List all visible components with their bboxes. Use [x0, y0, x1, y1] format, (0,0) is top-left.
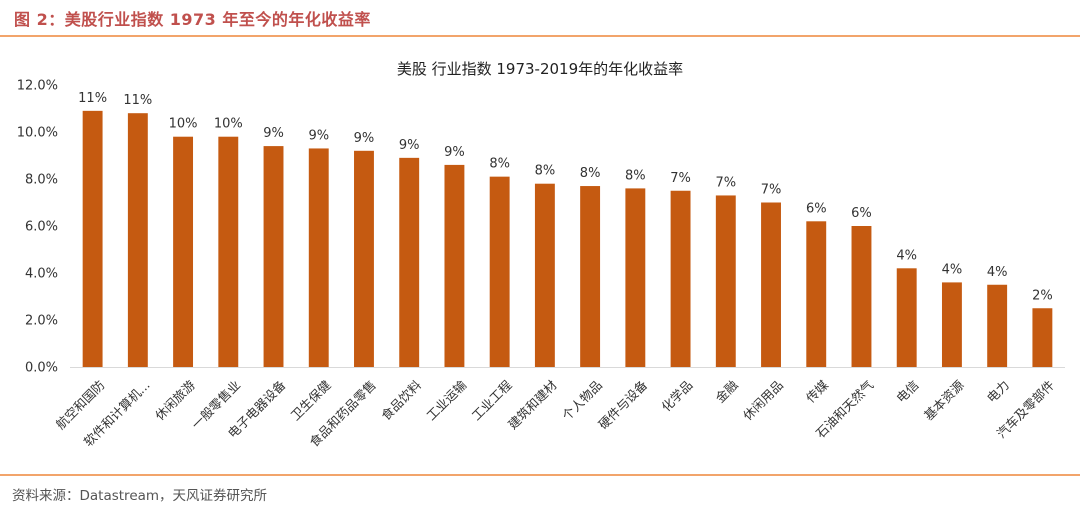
bar — [534, 183, 555, 367]
bar — [354, 150, 374, 367]
bar — [308, 148, 329, 367]
data-label: 4% — [987, 265, 1008, 280]
y-tick-label: 8.0% — [25, 173, 58, 188]
y-tick-label: 10.0% — [17, 126, 58, 141]
x-tick-label: 食品饮料 — [378, 377, 424, 423]
bar — [851, 226, 872, 367]
bar — [1032, 308, 1053, 367]
data-labels: 11% 11% 10% 10% 9% 9% 9% 9% 9% 8% 8% 8% 8% 7% 7% 7% 6% 6%… — [78, 91, 1053, 303]
data-label: 10% — [169, 117, 198, 132]
x-tick-label: 个人物品 — [559, 377, 605, 423]
bar-chart: 美股 行业指数 1973-2019年的年化收益率 0.0% 2.0% 4.0% 6.0… — [17, 60, 1065, 450]
data-label: 9% — [399, 138, 420, 153]
data-label: 9% — [354, 131, 375, 146]
data-label: 7% — [761, 183, 782, 198]
bar — [715, 195, 736, 367]
x-tick-label: 硬件与设备 — [595, 377, 650, 432]
x-tick-label: 金融 — [712, 377, 741, 406]
x-tick-label: 电力 — [984, 377, 1012, 405]
data-label: 9% — [444, 145, 465, 160]
figure-title: 图 2：美股行业指数 1973 年至今的年化收益率 — [14, 10, 371, 29]
bar — [896, 268, 917, 367]
y-tick-label: 6.0% — [25, 220, 58, 235]
x-tick-label: 卫生保健 — [288, 377, 334, 423]
x-tick-label: 休闲用品 — [740, 377, 786, 423]
source-note: 资料来源：Datastream，天风证券研究所 — [12, 488, 268, 504]
x-tick-label: 休闲旅游 — [152, 377, 198, 423]
x-tick-label: 工业工程 — [469, 377, 515, 423]
y-axis: 0.0% 2.0% 4.0% 6.0% 8.0% 10.0% 12.0% — [17, 79, 58, 376]
y-tick-label: 12.0% — [17, 79, 58, 94]
data-label: 2% — [1032, 288, 1053, 303]
bar — [173, 136, 194, 367]
data-label: 8% — [535, 164, 556, 179]
data-label: 8% — [489, 157, 510, 172]
data-label: 11% — [123, 93, 152, 108]
bar — [399, 157, 420, 367]
x-tick-label: 传媒 — [803, 377, 832, 406]
x-tick-label: 化学品 — [658, 377, 695, 414]
bar — [987, 284, 1008, 367]
bar — [806, 221, 827, 367]
data-label: 7% — [715, 175, 736, 190]
y-tick-label: 0.0% — [25, 361, 58, 376]
data-label: 10% — [214, 117, 243, 132]
x-tick-label: 基本资源 — [921, 377, 967, 423]
y-tick-label: 4.0% — [25, 267, 58, 282]
bar — [489, 176, 510, 367]
bar — [761, 202, 781, 367]
y-tick-label: 2.0% — [25, 314, 58, 329]
chart-title: 美股 行业指数 1973-2019年的年化收益率 — [397, 60, 683, 78]
x-tick-label: 工业运输 — [423, 377, 469, 423]
data-label: 9% — [308, 128, 329, 143]
data-label: 4% — [942, 262, 963, 277]
data-label: 6% — [851, 206, 872, 221]
x-tick-label: 电信 — [893, 377, 921, 405]
bar — [218, 136, 239, 367]
data-label: 9% — [263, 126, 284, 141]
bars — [82, 110, 1053, 367]
bar — [941, 282, 962, 367]
bar — [82, 110, 103, 367]
data-label: 6% — [806, 201, 827, 216]
bar — [444, 164, 465, 367]
data-label: 11% — [78, 91, 107, 106]
top-divider — [0, 35, 1080, 37]
data-label: 8% — [580, 166, 601, 181]
data-label: 4% — [896, 248, 917, 263]
bar — [625, 188, 646, 367]
bar — [127, 113, 148, 367]
bar — [670, 190, 691, 367]
x-tick-label: 建筑和建材 — [505, 377, 560, 432]
data-label: 8% — [625, 168, 646, 183]
bar — [580, 186, 601, 367]
bar — [263, 146, 284, 367]
data-label: 7% — [670, 171, 691, 186]
bottom-divider — [0, 474, 1080, 476]
